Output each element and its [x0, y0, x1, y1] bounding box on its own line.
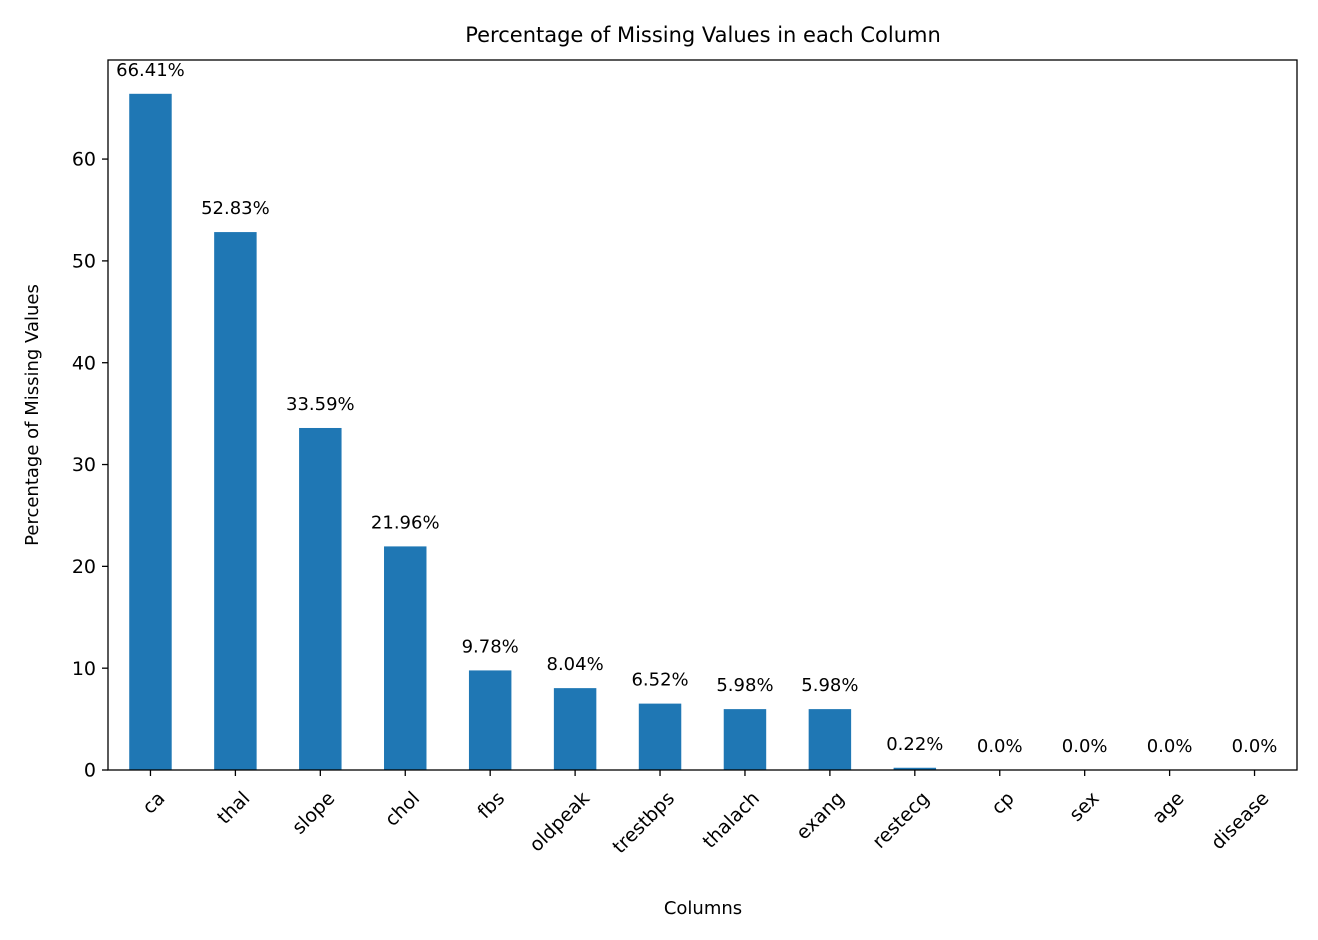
x-tick-label-thalach: thalach [698, 787, 763, 852]
x-tick-label-trestbps: trestbps [608, 787, 679, 858]
bar-fbs [468, 670, 512, 770]
bar-thalach [723, 709, 767, 770]
bar-labels-group: 66.41% 52.83% 33.59% 21.96% 9.78% 8.04% 6.52% 5… [116, 60, 1277, 757]
bar-oldpeak [553, 688, 597, 770]
bar-slope [299, 427, 342, 770]
x-tick-label-disease: disease [1207, 787, 1274, 854]
x-tick-label-restecg: restecg [868, 787, 934, 853]
x-axis-title: Columns [664, 898, 742, 919]
x-tick-label-exang: exang [792, 787, 849, 844]
x-tick-label-fbs: fbs [473, 787, 509, 823]
y-tick-label-10: 10 [72, 658, 96, 680]
x-tick-label-sex: sex [1065, 787, 1104, 826]
x-tick-label-age: age [1148, 787, 1189, 828]
data-label-age: 0.0% [1147, 736, 1193, 757]
y-tick-label-40: 40 [72, 352, 96, 374]
y-tick-label-50: 50 [72, 251, 96, 273]
data-label-chol: 21.96% [371, 512, 440, 533]
x-tick-label-cp: cp [987, 787, 1018, 818]
data-label-cp: 0.0% [977, 736, 1023, 757]
data-label-oldpeak: 8.04% [547, 654, 604, 675]
data-label-thal: 52.83% [201, 198, 270, 219]
data-label-exang: 5.98% [801, 675, 858, 696]
x-tick-label-ca: ca [138, 787, 169, 818]
x-tick-label-slope: slope [288, 787, 339, 838]
data-label-disease: 0.0% [1232, 736, 1278, 757]
y-tick-label-0: 0 [84, 760, 96, 782]
bar-restecg [893, 767, 937, 770]
y-tick-label-30: 30 [72, 454, 96, 476]
bars-group [129, 93, 937, 771]
data-label-thalach: 5.98% [716, 675, 773, 696]
x-tick-label-oldpeak: oldpeak [525, 787, 594, 856]
x-axis: ca thal slope chol fbs oldpeak trestbps thalach… [138, 770, 1273, 858]
y-axis-title: Percentage of Missing Values [22, 284, 43, 546]
data-label-trestbps: 6.52% [631, 670, 688, 691]
bar-trestbps [638, 703, 682, 770]
bar-chol [384, 546, 427, 770]
y-tick-label-20: 20 [72, 556, 96, 578]
data-label-restecg: 0.22% [886, 734, 943, 755]
data-label-slope: 33.59% [286, 394, 355, 415]
plot-frame [107, 59, 1298, 771]
x-tick-label-thal: thal [213, 787, 254, 828]
bar-thal [214, 232, 257, 771]
data-label-sex: 0.0% [1062, 736, 1108, 757]
y-axis: 0 10 20 30 40 50 60 [72, 149, 108, 782]
x-tick-label-chol: chol [381, 787, 424, 830]
bar-exang [808, 709, 852, 770]
y-tick-label-60: 60 [72, 149, 96, 171]
chart-title: Percentage of Missing Values in each Col… [465, 23, 941, 47]
data-label-fbs: 9.78% [462, 636, 519, 657]
data-label-ca: 66.41% [116, 60, 185, 81]
bar-ca [129, 93, 172, 770]
